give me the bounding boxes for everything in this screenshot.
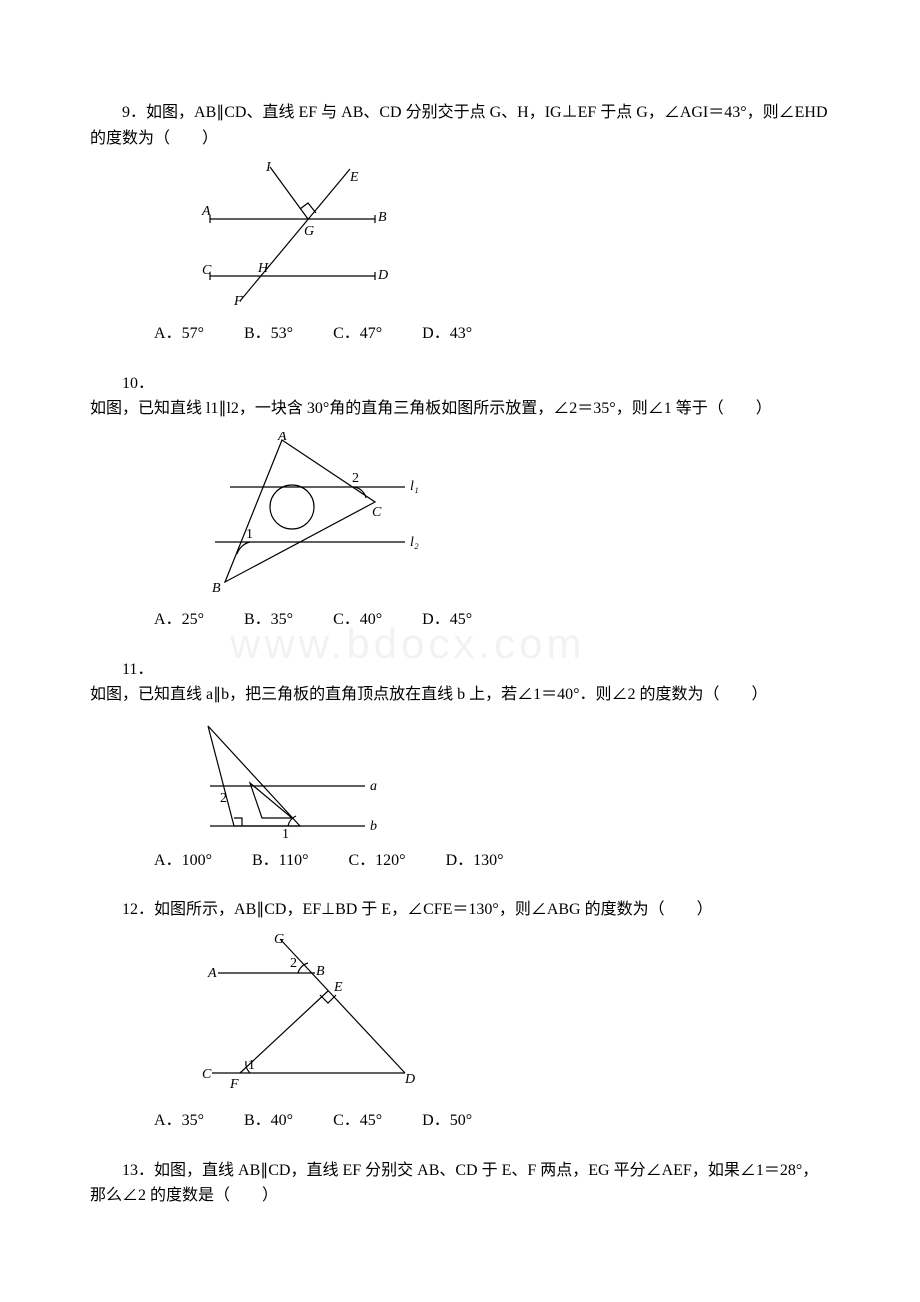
opt-9D: D．43°	[390, 321, 472, 347]
question-13-text: 13．如图，直线 AB∥CD，直线 EF 分别交 AB、CD 于 E、F 两点，…	[90, 1158, 830, 1209]
question-11-text: 11．如图，已知直线 a∥b，把三角板的直角顶点放在直线 b 上，若∠1＝40°…	[90, 657, 830, 708]
opt-9C: C．47°	[301, 321, 382, 347]
label-ang2-10: 2	[352, 471, 359, 486]
q12-body: 如图所示，AB∥CD，EF⊥BD 于 E，∠CFE＝130°，则∠ABG 的度数…	[154, 901, 713, 918]
opt-10B: B．35°	[212, 607, 293, 633]
figure-12: G A B E C F D 2 1	[200, 933, 830, 1098]
label-A12: A	[207, 966, 217, 981]
opt-12D: D．50°	[390, 1108, 472, 1134]
options-11: A．100° B．110° C．120° D．130°	[90, 848, 830, 874]
question-10: 10．如图，已知直线 l1∥l2，一块含 30°角的直角三角板如图所示放置，∠2…	[90, 371, 830, 633]
opt-11B: B．110°	[220, 848, 309, 874]
opt-10D: D．45°	[390, 607, 472, 633]
label-ang2-12: 2	[290, 956, 297, 971]
q10-body: 如图，已知直线 l1∥l2，一块含 30°角的直角三角板如图所示放置，∠2＝35…	[90, 400, 772, 417]
q11-number: 11	[122, 661, 137, 678]
label-H: H	[257, 261, 269, 276]
label-a: a	[370, 779, 377, 794]
label-B: B	[378, 210, 387, 225]
figure-10: A B C l₁ l₂ 2 1	[200, 432, 830, 597]
label-D: D	[377, 268, 388, 283]
label-F: F	[233, 294, 243, 309]
question-13: 13．如图，直线 AB∥CD，直线 EF 分别交 AB、CD 于 E、F 两点，…	[90, 1158, 830, 1209]
label-l2: l₂	[410, 535, 419, 550]
label-A: A	[201, 204, 211, 219]
label-C12: C	[202, 1067, 212, 1082]
question-11: 11．如图，已知直线 a∥b，把三角板的直角顶点放在直线 b 上，若∠1＝40°…	[90, 657, 830, 874]
options-10: A．25° B．35° C．40° D．45°	[90, 607, 830, 633]
figure-12-svg: G A B E C F D 2 1	[200, 933, 430, 1098]
label-ang1-10: 1	[246, 527, 253, 542]
label-C10: C	[372, 505, 382, 520]
opt-12C: C．45°	[301, 1108, 382, 1134]
q9-body: 如图，AB∥CD、直线 EF 与 AB、CD 分别交于点 G、H，IG⊥EF 于…	[90, 104, 828, 147]
opt-9A: A．57°	[122, 321, 204, 347]
label-G: G	[304, 224, 314, 239]
label-b: b	[370, 819, 377, 834]
label-ang1-11: 1	[282, 827, 289, 838]
label-E: E	[349, 170, 359, 185]
question-12-text: 12．如图所示，AB∥CD，EF⊥BD 于 E，∠CFE＝130°，则∠ABG …	[90, 897, 830, 923]
figure-9: I E A B G C D H F	[200, 161, 830, 311]
question-12: 12．如图所示，AB∥CD，EF⊥BD 于 E，∠CFE＝130°，则∠ABG …	[90, 897, 830, 1133]
label-E12: E	[333, 980, 343, 995]
opt-9B: B．53°	[212, 321, 293, 347]
q13-body: 如图，直线 AB∥CD，直线 EF 分别交 AB、CD 于 E、F 两点，EG …	[90, 1162, 818, 1205]
figure-10-svg: A B C l₁ l₂ 2 1	[200, 432, 440, 597]
opt-12A: A．35°	[122, 1108, 204, 1134]
figure-9-svg: I E A B G C D H F	[200, 161, 410, 311]
opt-11D: D．130°	[414, 848, 504, 874]
opt-11A: A．100°	[122, 848, 212, 874]
question-9-text: 9．如图，AB∥CD、直线 EF 与 AB、CD 分别交于点 G、H，IG⊥EF…	[90, 100, 830, 151]
opt-11C: C．120°	[316, 848, 405, 874]
label-B10: B	[212, 581, 221, 596]
label-C: C	[202, 263, 212, 278]
question-9: 9．如图，AB∥CD、直线 EF 与 AB、CD 分别交于点 G、H，IG⊥EF…	[90, 100, 830, 347]
q10-number: 10	[122, 375, 138, 392]
q13-number: 13	[122, 1162, 138, 1179]
q9-number: 9	[122, 104, 130, 121]
options-12: A．35° B．40° C．45° D．50°	[90, 1108, 830, 1134]
question-10-text: 10．如图，已知直线 l1∥l2，一块含 30°角的直角三角板如图所示放置，∠2…	[90, 371, 830, 422]
opt-10A: A．25°	[122, 607, 204, 633]
q12-number: 12	[122, 901, 138, 918]
label-G12: G	[274, 933, 284, 947]
label-D12: D	[404, 1072, 415, 1087]
label-F12: F	[229, 1077, 239, 1092]
options-9: A．57° B．53° C．47° D．43°	[90, 321, 830, 347]
opt-12B: B．40°	[212, 1108, 293, 1134]
label-A10: A	[277, 432, 287, 444]
figure-11-svg: a b 2 1	[200, 718, 400, 838]
label-ang1-12: 1	[248, 1058, 255, 1073]
q11-body: 如图，已知直线 a∥b，把三角板的直角顶点放在直线 b 上，若∠1＝40°．则∠…	[90, 686, 768, 703]
label-ang2-11: 2	[220, 791, 227, 806]
label-l1: l₁	[410, 479, 419, 494]
label-B12: B	[316, 964, 325, 979]
figure-11: a b 2 1	[200, 718, 830, 838]
opt-10C: C．40°	[301, 607, 382, 633]
